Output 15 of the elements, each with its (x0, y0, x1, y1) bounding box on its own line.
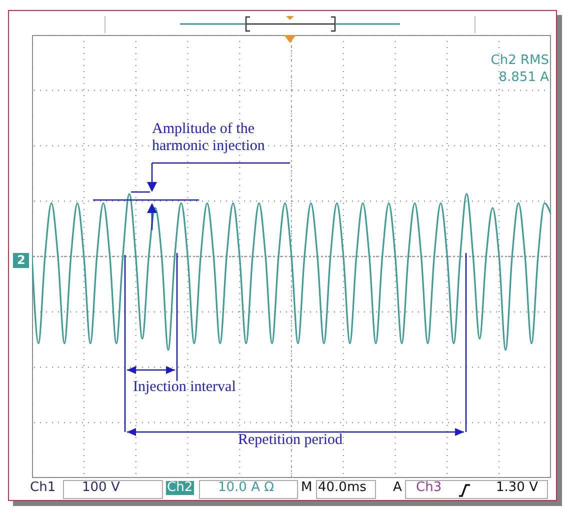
text: 8.851 A (498, 70, 549, 86)
text: Amplitude of the harmonic injection (152, 121, 266, 154)
text: 1.30 V (496, 480, 538, 496)
text: A (393, 480, 402, 496)
text: 2 (13, 253, 30, 268)
text: Repetition period (238, 432, 343, 448)
text: Ch2 (166, 480, 194, 496)
text: M (301, 480, 312, 496)
text: 10.0 A Ω (218, 480, 274, 496)
text: Injection interval (133, 379, 236, 396)
text: 100 V (82, 480, 120, 496)
text: Ch2 RMS (490, 53, 549, 68)
text: 40.0ms (318, 480, 366, 496)
text: Ch1 (30, 480, 56, 496)
text: Ch3 (416, 480, 442, 496)
